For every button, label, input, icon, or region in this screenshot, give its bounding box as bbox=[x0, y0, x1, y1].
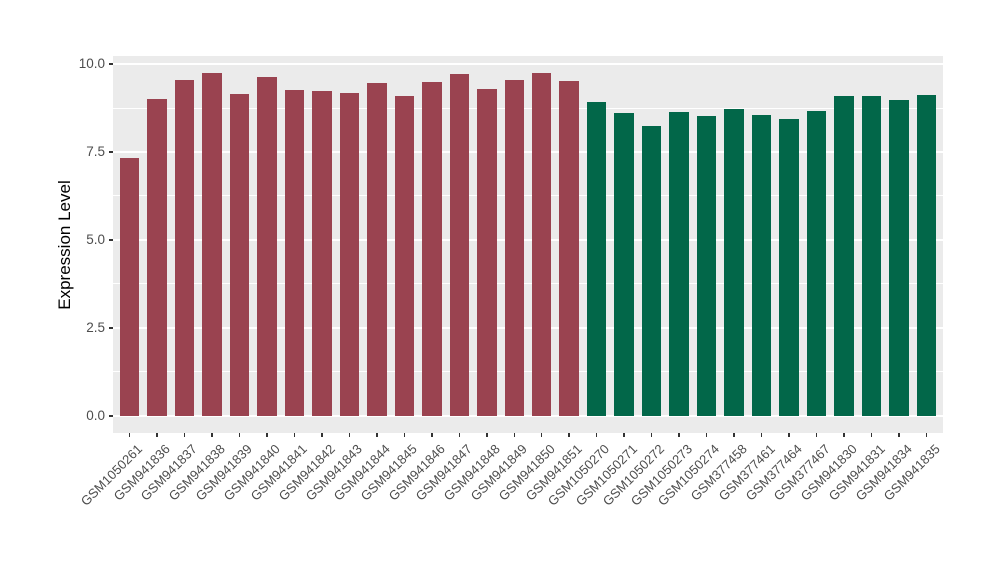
x-tick bbox=[266, 433, 268, 437]
gridline-minor bbox=[113, 195, 943, 197]
bar bbox=[779, 118, 799, 416]
x-tick bbox=[293, 433, 296, 437]
gridline-minor bbox=[113, 283, 943, 285]
bar bbox=[202, 73, 222, 416]
bar bbox=[119, 157, 140, 416]
x-tick bbox=[678, 433, 680, 437]
bar bbox=[312, 91, 332, 416]
x-tick bbox=[486, 433, 488, 437]
x-tick bbox=[568, 433, 570, 437]
x-tick bbox=[815, 433, 818, 437]
x-tick bbox=[760, 433, 763, 437]
y-tick-label: 2.5 bbox=[86, 319, 105, 335]
gridline-major bbox=[113, 239, 943, 241]
plot-panel bbox=[113, 56, 943, 433]
bar bbox=[834, 96, 854, 416]
y-tick-label: 10.0 bbox=[78, 56, 105, 72]
bar bbox=[284, 89, 305, 416]
bar bbox=[174, 80, 195, 416]
y-tick bbox=[109, 239, 113, 241]
x-tick bbox=[870, 433, 873, 437]
y-tick bbox=[109, 415, 113, 417]
bar bbox=[422, 82, 442, 416]
bar bbox=[504, 80, 524, 416]
x-tick bbox=[238, 433, 241, 437]
x-tick bbox=[540, 433, 543, 437]
gridline-major bbox=[113, 326, 943, 329]
x-tick bbox=[705, 433, 708, 437]
gridline-minor bbox=[113, 107, 943, 109]
x-tick bbox=[321, 433, 323, 437]
bar bbox=[394, 96, 415, 416]
bar bbox=[669, 111, 689, 416]
x-tick bbox=[376, 433, 378, 437]
bar bbox=[806, 110, 827, 416]
gridline-major bbox=[113, 63, 943, 65]
bar bbox=[586, 101, 607, 416]
y-tick-label: 0.0 bbox=[86, 407, 105, 423]
bar bbox=[751, 115, 772, 416]
x-tick bbox=[211, 433, 213, 437]
bar bbox=[449, 74, 470, 416]
y-tick bbox=[109, 63, 113, 65]
bar bbox=[559, 80, 579, 416]
y-tick-label: 5.0 bbox=[86, 231, 105, 247]
x-tick bbox=[183, 433, 186, 437]
x-tick bbox=[513, 433, 515, 437]
y-tick bbox=[109, 327, 113, 329]
bar bbox=[641, 126, 662, 416]
x-tick bbox=[458, 433, 461, 437]
x-tick bbox=[403, 433, 406, 437]
x-tick bbox=[788, 433, 790, 437]
x-tick bbox=[623, 433, 625, 437]
bar bbox=[724, 109, 744, 416]
bar bbox=[477, 89, 497, 416]
x-tick bbox=[156, 433, 158, 437]
bar bbox=[889, 100, 909, 416]
x-tick bbox=[733, 433, 735, 437]
x-tick bbox=[898, 433, 900, 437]
x-tick bbox=[843, 433, 845, 437]
bar bbox=[614, 112, 634, 416]
bar bbox=[147, 99, 167, 416]
x-tick bbox=[925, 433, 928, 437]
gridline-major bbox=[113, 151, 943, 153]
bar bbox=[339, 93, 360, 416]
gridline-minor bbox=[113, 371, 943, 373]
x-tick bbox=[431, 433, 433, 437]
x-tick bbox=[128, 433, 131, 437]
y-tick bbox=[109, 151, 113, 153]
y-tick-label: 7.5 bbox=[86, 144, 105, 159]
bar bbox=[257, 76, 277, 416]
x-tick bbox=[595, 433, 598, 437]
bar bbox=[229, 93, 250, 416]
bar bbox=[916, 94, 937, 416]
x-tick bbox=[348, 433, 351, 437]
bar bbox=[531, 72, 552, 416]
bar bbox=[367, 82, 387, 416]
bar bbox=[861, 96, 882, 416]
x-tick bbox=[650, 433, 653, 437]
gridline-major bbox=[113, 414, 943, 417]
bar bbox=[696, 116, 717, 416]
